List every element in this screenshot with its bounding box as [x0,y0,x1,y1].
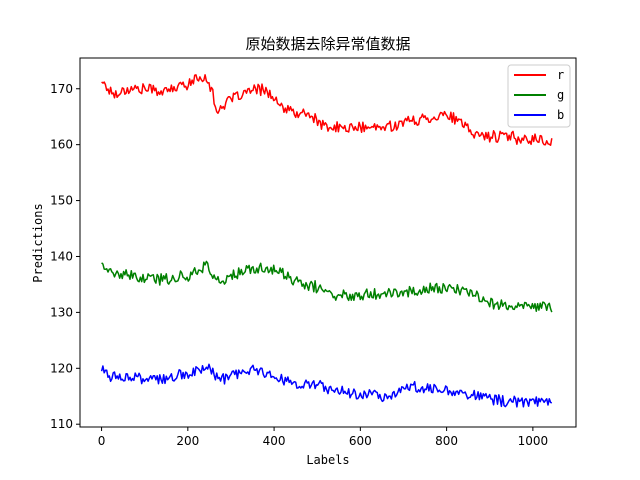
series-line-g [101,260,553,313]
x-axis: 0 200 400 600 800 1000 [98,427,548,448]
x-tick-label: 600 [349,434,372,448]
x-tick-label: 400 [263,434,286,448]
x-tick-label: 1000 [518,434,549,448]
y-tick-label: 120 [50,361,73,375]
plot-frame [79,57,577,428]
y-tick-label: 110 [50,417,73,431]
y-tick-label: 170 [50,82,73,96]
legend-label-b: b [557,108,564,122]
y-tick-label: 150 [50,194,73,208]
y-tick-label: 140 [50,249,73,263]
y-tick-label: 130 [50,305,73,319]
x-tick-label: 800 [435,434,458,448]
series-line-r [101,74,553,146]
legend-label-g: g [557,88,564,102]
series-line-b [100,363,553,408]
chart-title: 原始数据去除异常值数据 [245,35,410,53]
y-tick-label: 160 [50,138,73,152]
legend-label-r: r [557,68,564,82]
plot-lines [100,74,553,408]
legend: rgb [507,64,571,128]
x-axis-label: Labels [306,453,349,467]
x-tick-label: 0 [98,434,106,448]
y-axis-label: Predictions [31,203,45,282]
x-tick-label: 200 [176,434,199,448]
y-axis: 110 120 130 140 150 160 170 [50,82,80,431]
